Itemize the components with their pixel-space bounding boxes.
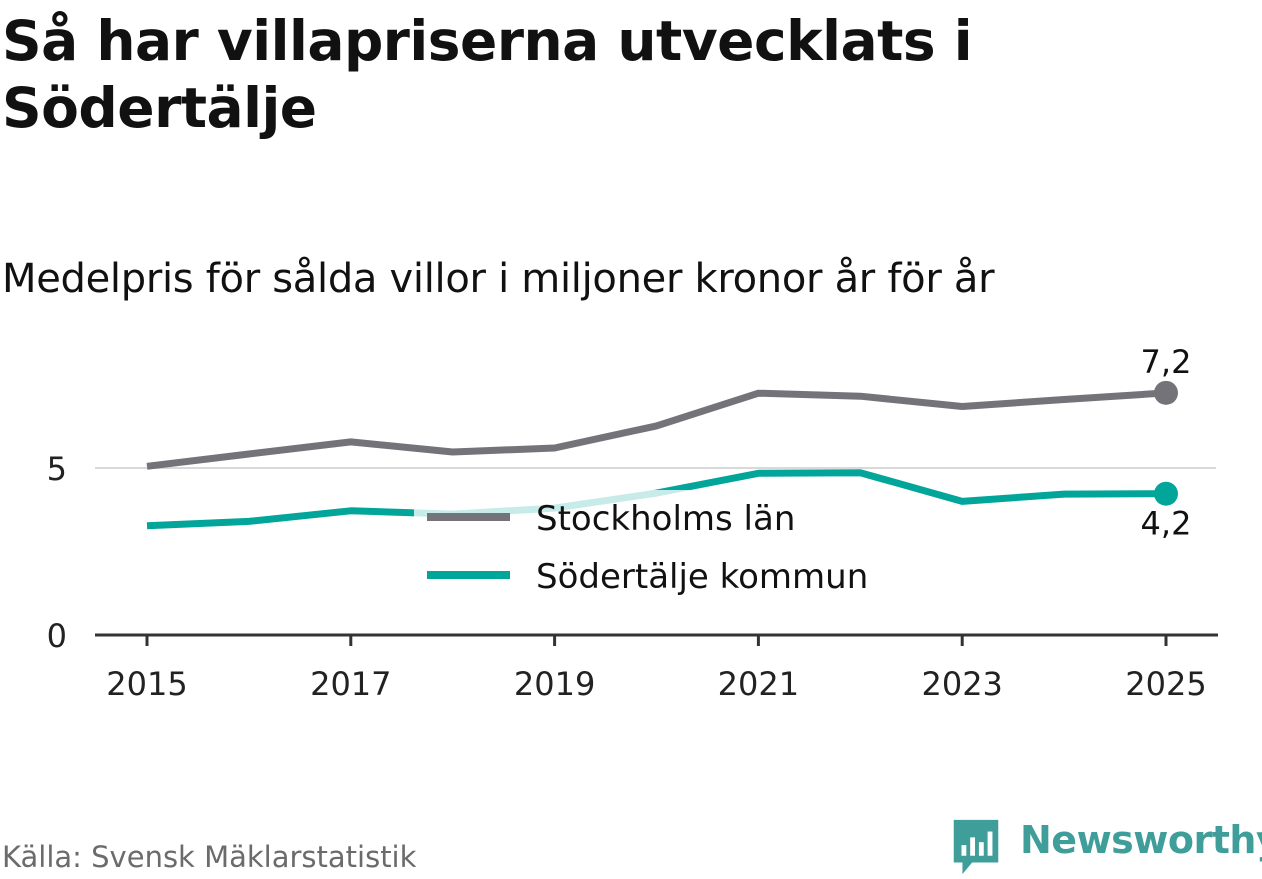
legend-label-stockholm: Stockholms län [536,499,795,539]
x-tick-label: 2019 [514,665,595,703]
series-end-label-1: 4,2 [1141,505,1192,543]
legend-label-sodertalje: Södertälje kommun [536,557,868,597]
series-end-label-0: 7,2 [1141,343,1192,381]
y-tick-label: 5 [47,450,67,488]
brand-name: Newsworthy [1020,818,1262,862]
series-end-point-1 [1154,481,1178,506]
x-tick-label: 2015 [106,665,187,703]
chart-title: Så har villapriserna utvecklats i Södert… [2,9,973,140]
legend-backdrop [414,490,894,600]
x-tick-label: 2025 [1125,665,1206,703]
source-note: Källa: Svensk Mäklarstatistik [2,840,417,874]
series-line-0 [146,389,1167,470]
chart-subtitle: Medelpris för sålda villor i miljoner kr… [2,256,995,302]
y-tick-label: 0 [47,617,67,655]
x-tick-label: 2021 [718,665,799,703]
legend: Stockholms län Södertälje kommun [414,490,894,600]
x-tick-label: 2017 [310,665,391,703]
newsworthy-logo-icon [953,819,999,875]
x-tick-label: 2023 [921,665,1002,703]
series-end-point-0 [1154,380,1178,405]
x-axis-ticks: 2015 2017 2019 2021 2023 2025 [106,635,1207,703]
